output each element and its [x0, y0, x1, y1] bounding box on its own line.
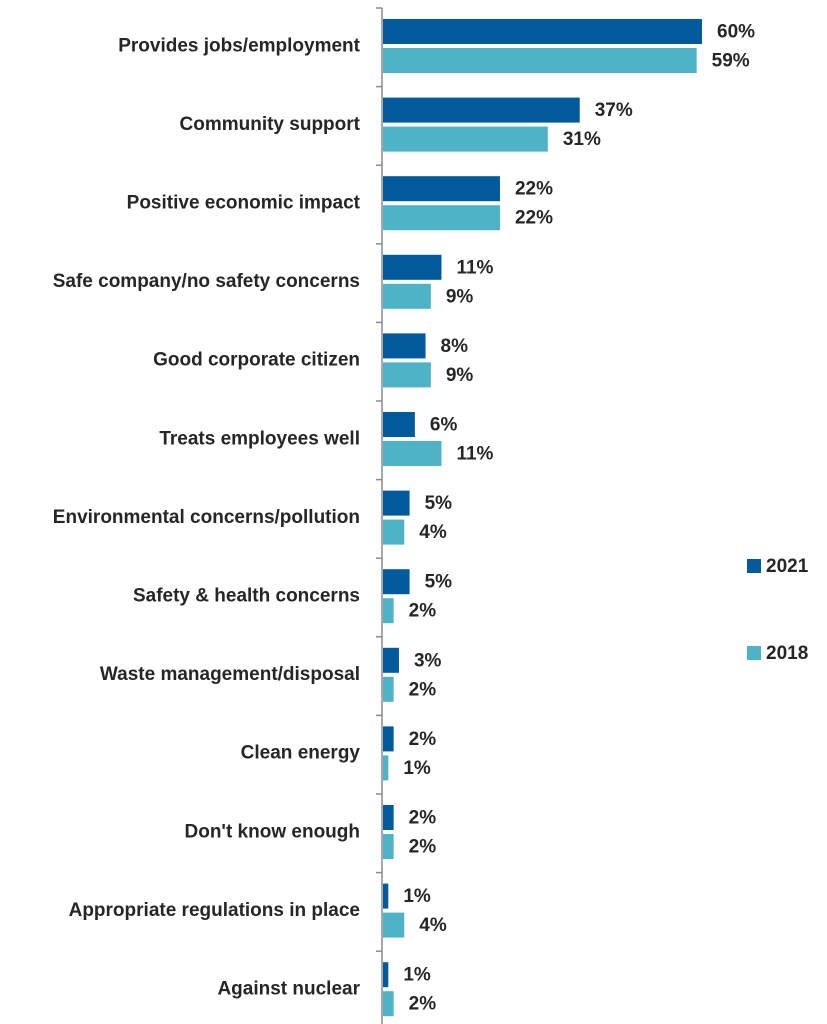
bar-2021-provides-jobs-employment: [383, 19, 702, 44]
axis-ticks: [376, 7, 382, 952]
bar-2021-don-t-know-enough: [383, 805, 394, 830]
data-label-2021-provides-jobs-employment: 60%: [717, 22, 755, 43]
data-label-2018-environmental-concerns-pollution: 4%: [419, 522, 447, 543]
category-label-provides-jobs-employment: Provides jobs/employment: [118, 35, 360, 56]
data-label-2018-positive-economic-impact: 22%: [515, 208, 553, 229]
category-label-safe-company-no-safety-concerns: Safe company/no safety concerns: [53, 271, 360, 292]
data-label-2021-environmental-concerns-pollution: 5%: [425, 493, 453, 514]
legend-label-2021: 2021: [766, 556, 809, 577]
data-label-2018-community-support: 31%: [563, 129, 601, 150]
bar-2021-appropriate-regulations-in-place: [383, 883, 389, 909]
data-label-2021-safe-company-no-safety-concerns: 11%: [456, 257, 493, 278]
category-label-good-corporate-citizen: Good corporate citizen: [153, 350, 360, 371]
bar-2021-waste-management-disposal: [383, 647, 399, 673]
data-label-2018-appropriate-regulations-in-place: 4%: [419, 915, 447, 936]
category-label-waste-management-disposal: Waste management/disposal: [100, 664, 360, 685]
data-label-2021-treats-employees-well: 6%: [430, 415, 458, 436]
category-label-community-support: Community support: [180, 114, 361, 135]
data-label-2018-safety-health-concerns: 2%: [409, 601, 437, 622]
data-label-2021-waste-management-disposal: 3%: [414, 650, 442, 671]
bar-2021-good-corporate-citizen: [383, 333, 426, 359]
data-label-2018-treats-employees-well: 11%: [456, 444, 493, 465]
data-label-2018-against-nuclear: 2%: [409, 994, 437, 1015]
data-label-2018-safe-company-no-safety-concerns: 9%: [446, 286, 474, 307]
data-label-2021-positive-economic-impact: 22%: [515, 179, 553, 200]
bar-2018-appropriate-regulations-in-place: [383, 912, 405, 938]
category-label-don-t-know-enough: Don't know enough: [185, 821, 361, 842]
data-label-2018-good-corporate-citizen: 9%: [446, 365, 474, 386]
bar-2021-environmental-concerns-pollution: [383, 490, 410, 516]
bars-layer: [383, 19, 702, 1017]
data-label-2018-waste-management-disposal: 2%: [409, 679, 437, 700]
bar-2018-safe-company-no-safety-concerns: [383, 283, 431, 309]
data-label-2018-provides-jobs-employment: 59%: [712, 51, 750, 72]
category-label-treats-employees-well: Treats employees well: [159, 428, 360, 449]
data-label-2018-clean-energy: 1%: [403, 758, 431, 779]
bar-2021-safe-company-no-safety-concerns: [383, 254, 442, 280]
category-label-environmental-concerns-pollution: Environmental concerns/pollution: [53, 507, 360, 528]
data-label-2021-good-corporate-citizen: 8%: [441, 336, 469, 357]
bar-2018-against-nuclear: [383, 991, 394, 1017]
bar-2018-environmental-concerns-pollution: [383, 519, 405, 545]
category-label-safety-health-concerns: Safety & health concerns: [133, 586, 360, 607]
data-label-2018-don-t-know-enough: 2%: [409, 837, 437, 858]
bar-2018-safety-health-concerns: [383, 598, 394, 624]
bar-2018-community-support: [383, 126, 548, 152]
category-label-against-nuclear: Against nuclear: [217, 979, 360, 1000]
data-label-2021-appropriate-regulations-in-place: 1%: [403, 886, 431, 907]
bar-2021-community-support: [383, 97, 580, 123]
legend-swatch-2018: [747, 646, 761, 660]
category-label-positive-economic-impact: Positive economic impact: [127, 193, 361, 214]
bar-2021-treats-employees-well: [383, 412, 415, 437]
bar-2021-positive-economic-impact: [383, 176, 500, 202]
category-label-clean-energy: Clean energy: [241, 743, 361, 764]
bar-2021-safety-health-concerns: [383, 569, 410, 595]
legend-label-2018: 2018: [766, 643, 808, 664]
bar-2018-waste-management-disposal: [383, 676, 394, 702]
bar-2018-treats-employees-well: [383, 441, 442, 466]
bar-2021-against-nuclear: [383, 962, 389, 988]
bar-2021-clean-energy: [383, 726, 394, 752]
data-label-2021-community-support: 37%: [595, 100, 633, 121]
data-label-2021-don-t-know-enough: 2%: [409, 808, 437, 829]
legend-swatch-2021: [747, 559, 761, 573]
bar-2018-don-t-know-enough: [383, 834, 394, 859]
category-label-appropriate-regulations-in-place: Appropriate regulations in place: [69, 900, 360, 921]
labels-layer: Provides jobs/employment 60% 59% Community …: [53, 22, 755, 1015]
data-label-2021-safety-health-concerns: 5%: [425, 572, 453, 593]
data-label-2021-clean-energy: 2%: [409, 729, 437, 750]
bar-2018-provides-jobs-employment: [383, 48, 697, 73]
data-label-2021-against-nuclear: 1%: [403, 965, 431, 986]
bar-2018-clean-energy: [383, 755, 389, 781]
legend: 2021 2018: [747, 556, 809, 664]
bar-2018-positive-economic-impact: [383, 205, 500, 231]
bar-2018-good-corporate-citizen: [383, 362, 431, 388]
